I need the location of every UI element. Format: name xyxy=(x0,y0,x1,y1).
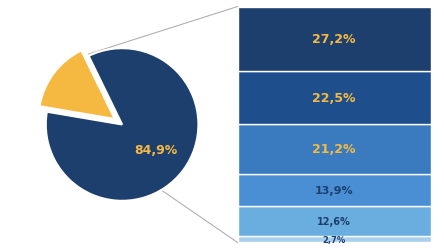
Text: 15,1%: 15,1% xyxy=(59,88,103,101)
Bar xyxy=(238,8,431,71)
Wedge shape xyxy=(46,49,198,201)
Bar xyxy=(238,71,431,124)
Bar xyxy=(238,206,431,236)
Bar xyxy=(238,236,431,242)
Wedge shape xyxy=(40,51,115,120)
Text: 13,9%: 13,9% xyxy=(315,185,353,195)
Text: 21,2%: 21,2% xyxy=(313,142,356,156)
Text: 12,6%: 12,6% xyxy=(317,216,351,226)
Bar xyxy=(238,124,431,174)
Text: 2,7%: 2,7% xyxy=(322,235,346,244)
Text: 84,9%: 84,9% xyxy=(134,144,177,156)
Text: 27,2%: 27,2% xyxy=(313,33,356,46)
Text: 22,5%: 22,5% xyxy=(313,91,356,104)
Bar xyxy=(238,174,431,206)
